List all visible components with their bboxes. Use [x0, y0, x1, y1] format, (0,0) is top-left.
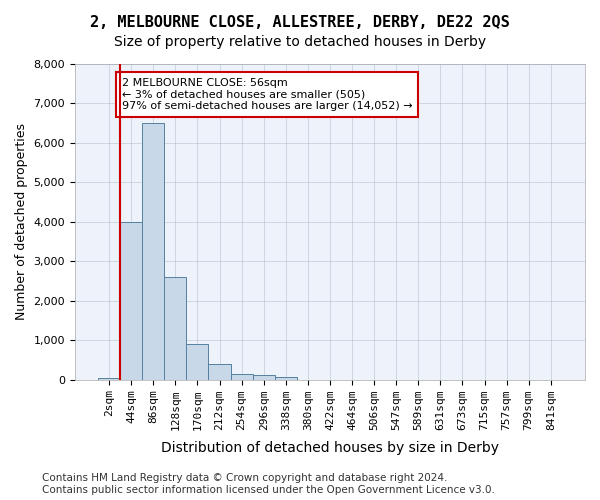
Bar: [230, 374, 253, 380]
Text: Size of property relative to detached houses in Derby: Size of property relative to detached ho…: [114, 35, 486, 49]
X-axis label: Distribution of detached houses by size in Derby: Distribution of detached houses by size …: [161, 441, 499, 455]
Text: Contains HM Land Registry data © Crown copyright and database right 2024.
Contai: Contains HM Land Registry data © Crown c…: [42, 474, 495, 495]
Bar: [120, 222, 142, 380]
Bar: [187, 344, 208, 380]
Bar: [253, 375, 275, 380]
Bar: [208, 364, 230, 380]
Bar: [275, 376, 297, 380]
Y-axis label: Number of detached properties: Number of detached properties: [15, 124, 28, 320]
Text: 2, MELBOURNE CLOSE, ALLESTREE, DERBY, DE22 2QS: 2, MELBOURNE CLOSE, ALLESTREE, DERBY, DE…: [90, 15, 510, 30]
Text: 2 MELBOURNE CLOSE: 56sqm
← 3% of detached houses are smaller (505)
97% of semi-d: 2 MELBOURNE CLOSE: 56sqm ← 3% of detache…: [122, 78, 413, 111]
Bar: [164, 277, 187, 380]
Bar: [142, 123, 164, 380]
Bar: [98, 378, 120, 380]
